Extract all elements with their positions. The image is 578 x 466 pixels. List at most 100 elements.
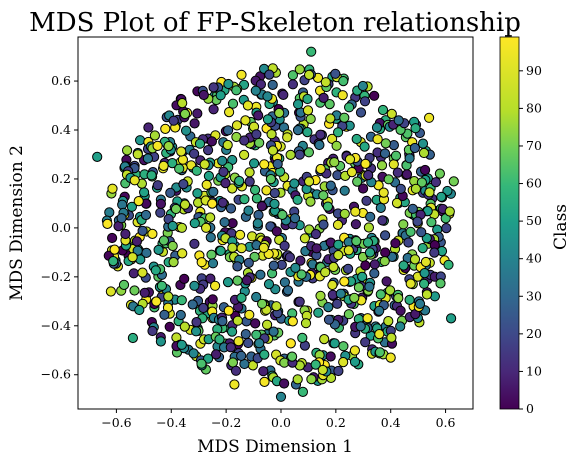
data-point [339, 208, 350, 219]
data-point [203, 353, 214, 364]
data-point [189, 238, 200, 249]
data-point [405, 226, 416, 237]
colorbar-tick-label: 60 [526, 176, 542, 191]
data-point [315, 290, 326, 301]
data-point [168, 115, 179, 126]
colorbar-tick-label: 0 [526, 401, 534, 416]
data-point [194, 138, 206, 149]
data-point [379, 148, 391, 159]
data-point [333, 127, 344, 138]
data-point [227, 242, 238, 253]
data-point [231, 120, 243, 131]
data-point [274, 107, 285, 119]
data-point [295, 255, 306, 266]
data-point [217, 155, 228, 166]
data-point [239, 194, 250, 205]
data-point [258, 242, 269, 253]
data-point [375, 289, 386, 300]
data-point [174, 163, 185, 174]
data-point [369, 268, 380, 279]
data-point [395, 321, 406, 332]
data-point [129, 285, 140, 296]
data-point [196, 358, 207, 369]
data-point [191, 165, 202, 176]
data-point [390, 150, 402, 161]
data-point [268, 326, 279, 337]
data-point [240, 115, 251, 126]
data-point [252, 218, 263, 229]
data-point [139, 287, 150, 298]
data-point [244, 309, 255, 320]
data-point [236, 350, 247, 361]
data-point [277, 209, 288, 220]
data-point [332, 219, 344, 230]
data-point [355, 107, 367, 118]
data-point [206, 136, 217, 147]
data-point [279, 378, 290, 389]
data-point [159, 309, 170, 320]
data-point [429, 247, 440, 258]
data-point [419, 268, 430, 279]
data-point [208, 104, 219, 115]
data-point [222, 139, 233, 151]
data-point [227, 326, 238, 337]
x-tick-label: 0.4 [381, 415, 401, 430]
data-point [242, 100, 253, 111]
data-point [404, 153, 415, 164]
data-point [155, 336, 166, 347]
data-point [294, 149, 305, 160]
data-point [299, 233, 310, 244]
data-point [155, 207, 166, 218]
colorbar-tick-label: 90 [526, 63, 542, 78]
data-point [297, 386, 308, 397]
data-point [253, 209, 264, 221]
data-point [304, 176, 315, 187]
data-point [405, 278, 416, 289]
data-point [289, 178, 300, 189]
colorbar-tick-label: 30 [526, 288, 542, 303]
data-point [364, 247, 376, 258]
data-point [296, 269, 307, 280]
data-point [275, 391, 287, 402]
data-point [306, 46, 317, 57]
y-tick-label: 0.0 [51, 220, 71, 235]
data-point [199, 159, 210, 170]
data-point [192, 188, 203, 199]
data-point [386, 332, 397, 343]
data-point [243, 257, 254, 268]
colorbar-tick-label: 40 [526, 251, 542, 266]
data-point [393, 293, 404, 304]
y-tick-label: −0.2 [41, 269, 71, 284]
data-point [325, 180, 336, 191]
data-point [328, 261, 339, 273]
data-point [323, 302, 334, 313]
data-point [240, 329, 251, 340]
data-point [205, 212, 216, 223]
data-point [320, 267, 331, 278]
data-point [158, 160, 169, 171]
data-point [227, 98, 239, 109]
data-point [380, 138, 391, 149]
data-point [374, 329, 385, 340]
data-point [236, 292, 247, 303]
data-point [379, 256, 390, 267]
data-point [189, 218, 200, 229]
data-point [164, 321, 175, 332]
data-point [222, 277, 234, 288]
data-point [359, 96, 371, 107]
data-point [107, 183, 118, 194]
data-point [207, 294, 218, 305]
data-point [424, 187, 435, 198]
data-point [386, 108, 397, 120]
data-point [318, 92, 329, 104]
data-point [377, 104, 389, 116]
data-point [179, 108, 191, 120]
data-point [203, 145, 214, 156]
data-point [92, 151, 103, 162]
colorbar-gradient [499, 36, 520, 410]
data-point [235, 229, 246, 240]
data-point [285, 338, 296, 349]
data-point [247, 231, 258, 242]
data-point [287, 351, 298, 362]
data-point [410, 123, 421, 134]
